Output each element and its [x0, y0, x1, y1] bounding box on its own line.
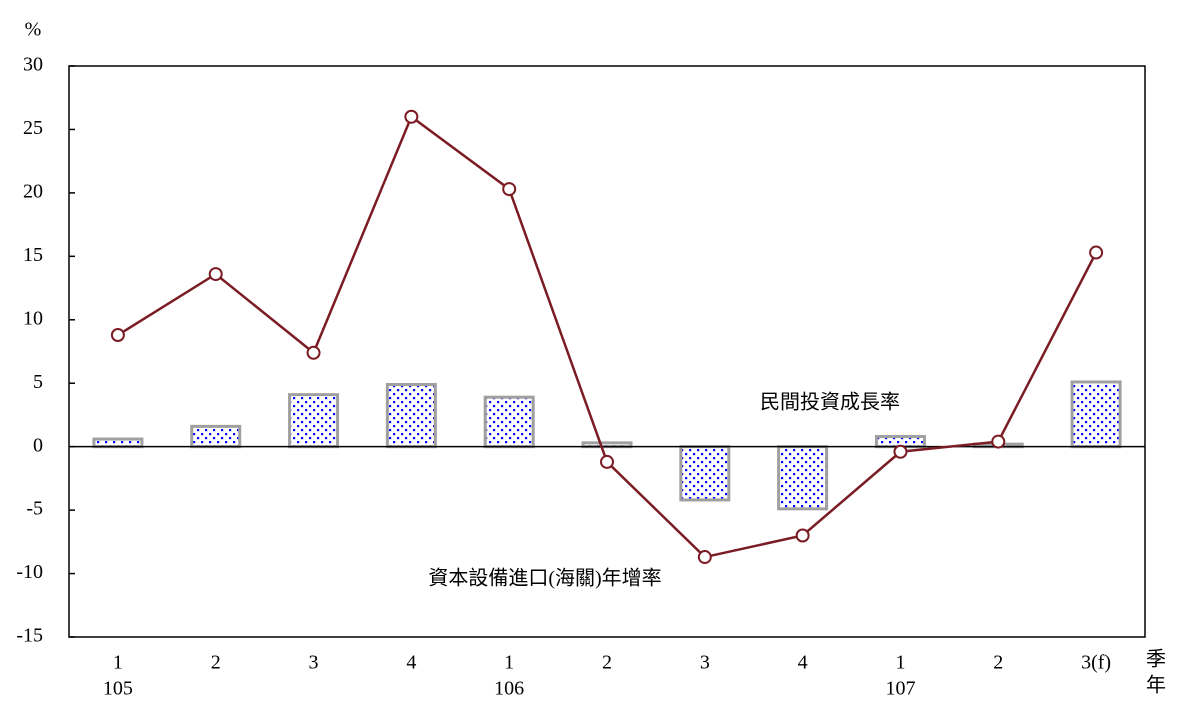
line	[117, 114, 1098, 559]
line-point	[600, 454, 614, 469]
bar	[288, 393, 340, 449]
x-tick-label: 2	[211, 652, 221, 674]
y-unit: %	[25, 19, 42, 41]
y-tick-label: 20	[23, 180, 43, 202]
y-tick-label: 5	[33, 371, 43, 393]
x-tick-label: 3	[309, 652, 319, 674]
x-label-bottom: 年	[1146, 674, 1166, 697]
line-point	[991, 434, 1006, 449]
line-point	[697, 550, 712, 565]
line-point	[1089, 245, 1104, 260]
x-tick-label: 1	[113, 652, 123, 674]
x-tick-label: 3	[700, 652, 710, 674]
y-tick-label: -5	[26, 498, 43, 520]
x-tick-label: 3(f)	[1081, 652, 1111, 674]
bar	[1070, 380, 1122, 449]
y-tick-label: 30	[23, 54, 43, 76]
bar	[92, 437, 144, 449]
y-tick-label: -10	[16, 561, 43, 583]
bar	[385, 382, 437, 449]
line-point	[110, 328, 125, 343]
y-tick-label: 25	[23, 117, 43, 139]
x-tick-label: 1	[504, 652, 514, 674]
y-tick-label: 10	[23, 307, 43, 329]
x-tick-label: 4	[798, 652, 808, 674]
series-label: 民間投資成長率	[760, 391, 900, 414]
y-tick-label: 0	[33, 434, 43, 456]
bar	[190, 424, 242, 449]
bar	[483, 395, 535, 449]
series-label: 資本設備進口(海關)年增率	[428, 567, 661, 590]
line-point	[502, 182, 517, 197]
year-label: 106	[494, 678, 524, 700]
x-tick-label: 2	[993, 652, 1003, 674]
y-tick-label: 15	[23, 244, 43, 266]
year-label: 105	[103, 678, 133, 700]
x-label-top: 季	[1146, 648, 1166, 671]
plot-frame	[68, 65, 1146, 638]
year-label: 107	[885, 678, 915, 700]
bar	[777, 445, 829, 511]
y-tick-label: -15	[16, 625, 43, 647]
x-tick-label: 4	[406, 652, 416, 674]
x-tick-label: 2	[602, 652, 612, 674]
line-point	[795, 528, 810, 543]
bar	[679, 445, 731, 502]
line-point	[306, 345, 321, 360]
line-point	[893, 444, 908, 459]
x-tick-label: 1	[895, 652, 905, 674]
line-point	[404, 109, 419, 124]
line-point	[208, 267, 223, 282]
